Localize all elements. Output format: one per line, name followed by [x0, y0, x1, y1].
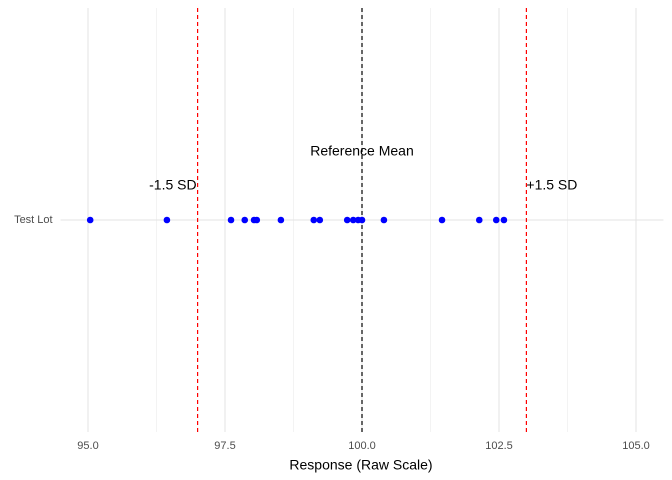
reference-label: -1.5 SD: [149, 177, 196, 193]
point: [253, 216, 261, 224]
point: [310, 216, 318, 224]
x-tick-label: 100.0: [348, 440, 376, 452]
x-tick-label: 102.5: [485, 440, 513, 452]
point: [358, 216, 366, 224]
point: [227, 216, 235, 224]
point: [500, 216, 508, 224]
point: [349, 216, 357, 224]
point: [438, 216, 446, 224]
point: [492, 216, 500, 224]
point: [241, 216, 249, 224]
point: [277, 216, 285, 224]
x-tick-label: 97.5: [214, 440, 235, 452]
point: [475, 216, 483, 224]
x-axis-title: Response (Raw Scale): [289, 457, 432, 473]
reference-label: +1.5 SD: [526, 177, 577, 193]
point: [380, 216, 388, 224]
y-tick-label: Test Lot: [14, 214, 53, 226]
point: [343, 216, 351, 224]
x-tick-label: 105.0: [622, 440, 650, 452]
reference-label: Reference Mean: [310, 143, 414, 159]
point: [316, 216, 324, 224]
point: [86, 216, 94, 224]
x-tick-label: 95.0: [77, 440, 98, 452]
point: [163, 216, 171, 224]
